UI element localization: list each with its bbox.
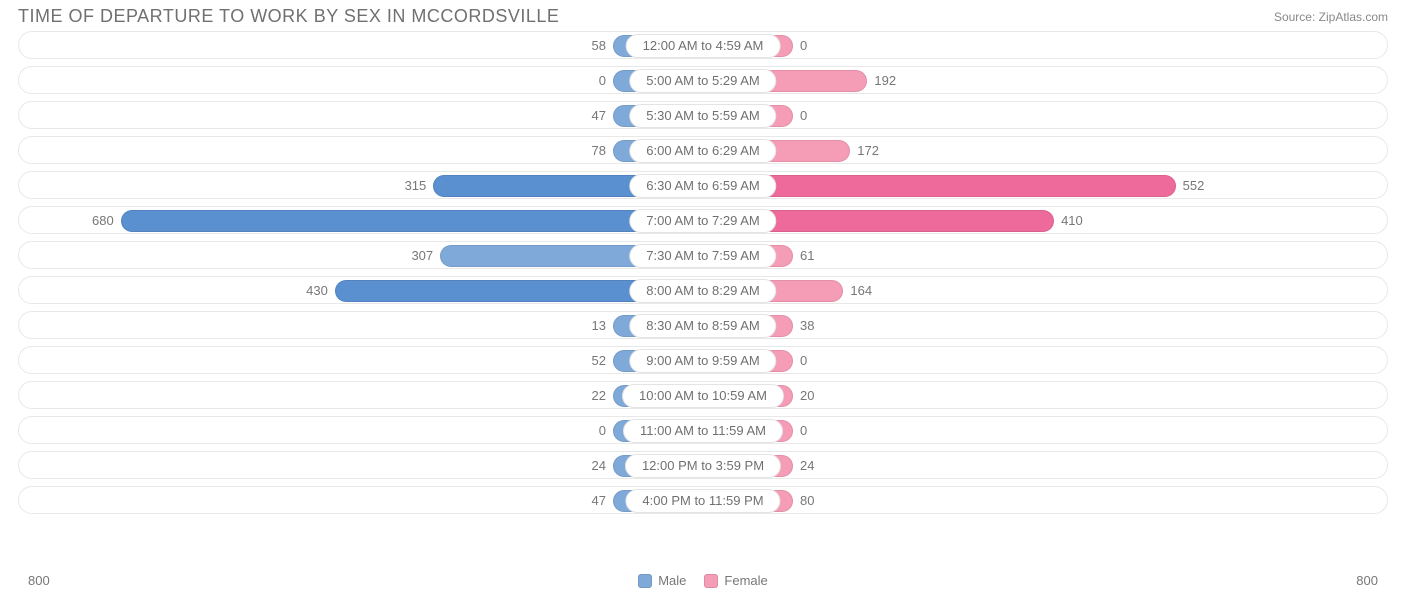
male-value: 0 xyxy=(599,67,606,95)
chart-row: 24 24 12:00 PM to 3:59 PM xyxy=(18,451,1388,479)
category-label: 8:00 AM to 8:29 AM xyxy=(629,279,776,303)
legend: Male Female xyxy=(638,573,768,588)
female-value: 80 xyxy=(800,487,814,515)
chart-row: 0 192 5:00 AM to 5:29 AM xyxy=(18,66,1388,94)
legend-female-label: Female xyxy=(724,573,767,588)
axis-right-max: 800 xyxy=(1356,573,1378,588)
category-label: 5:00 AM to 5:29 AM xyxy=(629,69,776,93)
chart-row: 0 0 11:00 AM to 11:59 AM xyxy=(18,416,1388,444)
male-value: 0 xyxy=(599,417,606,445)
category-label: 5:30 AM to 5:59 AM xyxy=(629,104,776,128)
chart-row: 307 61 7:30 AM to 7:59 AM xyxy=(18,241,1388,269)
male-value: 430 xyxy=(306,277,328,305)
chart-row: 47 0 5:30 AM to 5:59 AM xyxy=(18,101,1388,129)
female-value: 61 xyxy=(800,242,814,270)
female-value: 192 xyxy=(874,67,896,95)
male-value: 13 xyxy=(592,312,606,340)
female-value: 38 xyxy=(800,312,814,340)
category-label: 9:00 AM to 9:59 AM xyxy=(629,349,776,373)
legend-male-label: Male xyxy=(658,573,686,588)
category-label: 7:30 AM to 7:59 AM xyxy=(629,244,776,268)
category-label: 12:00 AM to 4:59 AM xyxy=(626,34,781,58)
chart-row: 430 164 8:00 AM to 8:29 AM xyxy=(18,276,1388,304)
axis-left-max: 800 xyxy=(28,573,50,588)
female-value: 172 xyxy=(857,137,879,165)
female-value: 0 xyxy=(800,32,807,60)
male-value: 52 xyxy=(592,347,606,375)
category-label: 7:00 AM to 7:29 AM xyxy=(629,209,776,233)
male-value: 58 xyxy=(592,32,606,60)
female-swatch-icon xyxy=(704,574,718,588)
female-value: 20 xyxy=(800,382,814,410)
female-value: 0 xyxy=(800,102,807,130)
chart-area: 58 0 12:00 AM to 4:59 AM 0 192 5:00 AM to 5:2… xyxy=(0,31,1406,514)
male-value: 78 xyxy=(592,137,606,165)
legend-male: Male xyxy=(638,573,686,588)
category-label: 4:00 PM to 11:59 PM xyxy=(625,489,780,513)
male-value: 680 xyxy=(92,207,114,235)
chart-row: 78 172 6:00 AM to 6:29 AM xyxy=(18,136,1388,164)
chart-footer: 800 Male Female 800 xyxy=(0,573,1406,588)
male-value: 315 xyxy=(405,172,427,200)
category-label: 8:30 AM to 8:59 AM xyxy=(629,314,776,338)
chart-row: 52 0 9:00 AM to 9:59 AM xyxy=(18,346,1388,374)
chart-row: 22 20 10:00 AM to 10:59 AM xyxy=(18,381,1388,409)
male-value: 307 xyxy=(411,242,433,270)
chart-row: 680 410 7:00 AM to 7:29 AM xyxy=(18,206,1388,234)
chart-row: 315 552 6:30 AM to 6:59 AM xyxy=(18,171,1388,199)
male-value: 47 xyxy=(592,487,606,515)
male-swatch-icon xyxy=(638,574,652,588)
female-value: 552 xyxy=(1183,172,1205,200)
category-label: 10:00 AM to 10:59 AM xyxy=(622,384,784,408)
source-label: Source: ZipAtlas.com xyxy=(1274,10,1388,24)
chart-row: 13 38 8:30 AM to 8:59 AM xyxy=(18,311,1388,339)
category-label: 11:00 AM to 11:59 AM xyxy=(623,419,783,443)
male-value: 22 xyxy=(592,382,606,410)
legend-female: Female xyxy=(704,573,767,588)
chart-row: 58 0 12:00 AM to 4:59 AM xyxy=(18,31,1388,59)
category-label: 12:00 PM to 3:59 PM xyxy=(625,454,781,478)
chart-row: 47 80 4:00 PM to 11:59 PM xyxy=(18,486,1388,514)
female-value: 0 xyxy=(800,347,807,375)
male-value: 24 xyxy=(592,452,606,480)
male-value: 47 xyxy=(592,102,606,130)
chart-title: TIME OF DEPARTURE TO WORK BY SEX IN MCCO… xyxy=(18,6,559,27)
male-bar xyxy=(121,210,703,232)
category-label: 6:00 AM to 6:29 AM xyxy=(629,139,776,163)
category-label: 6:30 AM to 6:59 AM xyxy=(629,174,776,198)
female-value: 24 xyxy=(800,452,814,480)
female-value: 0 xyxy=(800,417,807,445)
female-value: 410 xyxy=(1061,207,1083,235)
female-value: 164 xyxy=(850,277,872,305)
